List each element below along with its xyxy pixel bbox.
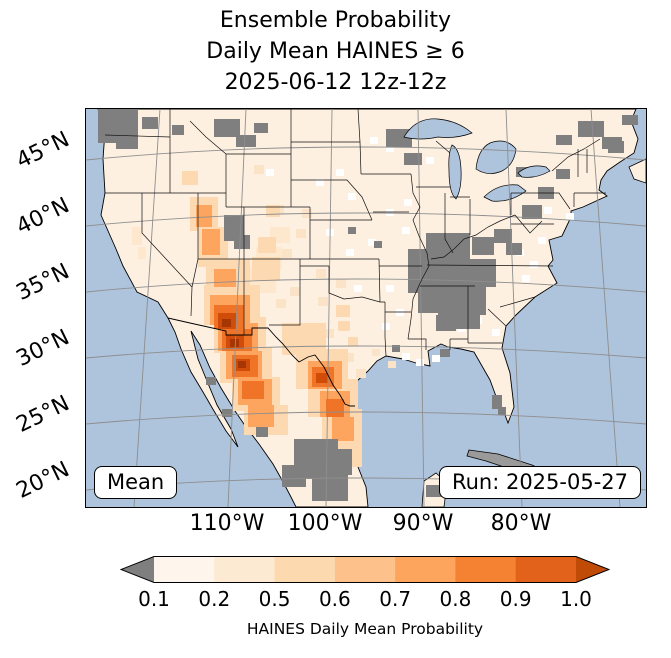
lake-erie — [483, 184, 527, 202]
colorbar-tick-label: 0.1 — [138, 587, 170, 611]
run-label-box: Run: 2025-05-27 — [438, 466, 641, 499]
colorbar-outline — [119, 556, 611, 583]
nova-scotia — [628, 158, 646, 184]
colorbar-tick-label: 0.7 — [379, 587, 412, 611]
colorbar-tick-label: 0.5 — [258, 587, 291, 611]
lake-michigan — [448, 144, 462, 200]
colorbar-segment — [515, 556, 577, 583]
lake-superior — [403, 118, 473, 140]
colorbar-segment — [214, 556, 276, 583]
colorbar-segment — [154, 556, 215, 583]
lake-ontario — [517, 165, 551, 178]
title-line-2: Daily Mean HAINES ≥ 6 — [206, 39, 465, 64]
colorbar-segment — [334, 556, 396, 583]
lat-tick-40n: 40°N — [12, 193, 74, 240]
colorbar-label: HAINES Daily Mean Probability — [246, 620, 484, 638]
colorbar-segment — [395, 556, 456, 583]
statistic-label-box: Mean — [94, 466, 178, 499]
lat-tick-30n: 30°N — [12, 325, 74, 372]
lat-tick-45n: 45°N — [12, 127, 74, 174]
colorbar-area: 0.1 0.2 0.5 0.6 0.7 0.8 0.9 1.0 HAINES Daily Me… — [119, 556, 611, 652]
lat-tick-35n: 35°N — [12, 259, 74, 306]
colorbar-segment — [274, 556, 336, 583]
map-panel: Mean Run: 2025-05-27 — [85, 108, 647, 508]
field-max — [222, 319, 246, 368]
figure-title: Ensemble Probability Daily Mean HAINES ≥… — [0, 5, 671, 98]
colorbar-tick-label: 1.0 — [560, 587, 592, 611]
colorbar-over-arrow — [576, 556, 609, 583]
colorbar-tick-label: 0.6 — [318, 587, 351, 611]
lon-tick-110w: 110°W — [189, 511, 265, 536]
colorbar-tick-label: 0.8 — [439, 587, 472, 611]
lon-tick-90w: 90°W — [392, 511, 454, 536]
probability-map — [86, 109, 646, 507]
title-line-1: Ensemble Probability — [219, 8, 452, 33]
missing-data — [98, 109, 638, 501]
colorbar-under-arrow — [121, 556, 154, 583]
colorbar-svg — [119, 556, 611, 583]
lon-tick-80w: 80°W — [490, 511, 552, 536]
lat-tick-25n: 25°N — [12, 391, 74, 438]
lake-huron — [475, 140, 517, 174]
colorbar-tick-label: 0.9 — [499, 587, 532, 611]
graticule — [86, 109, 646, 507]
great-lakes — [403, 118, 551, 202]
colorbar-segment — [455, 556, 517, 583]
title-line-3: 2025-06-12 12z-12z — [224, 70, 447, 95]
us-mexico-border — [167, 317, 355, 407]
lon-tick-100w: 100°W — [287, 511, 363, 536]
lat-tick-20n: 20°N — [12, 457, 74, 504]
state-borders — [104, 109, 606, 357]
colorbar-tick-label: 0.2 — [198, 587, 231, 611]
